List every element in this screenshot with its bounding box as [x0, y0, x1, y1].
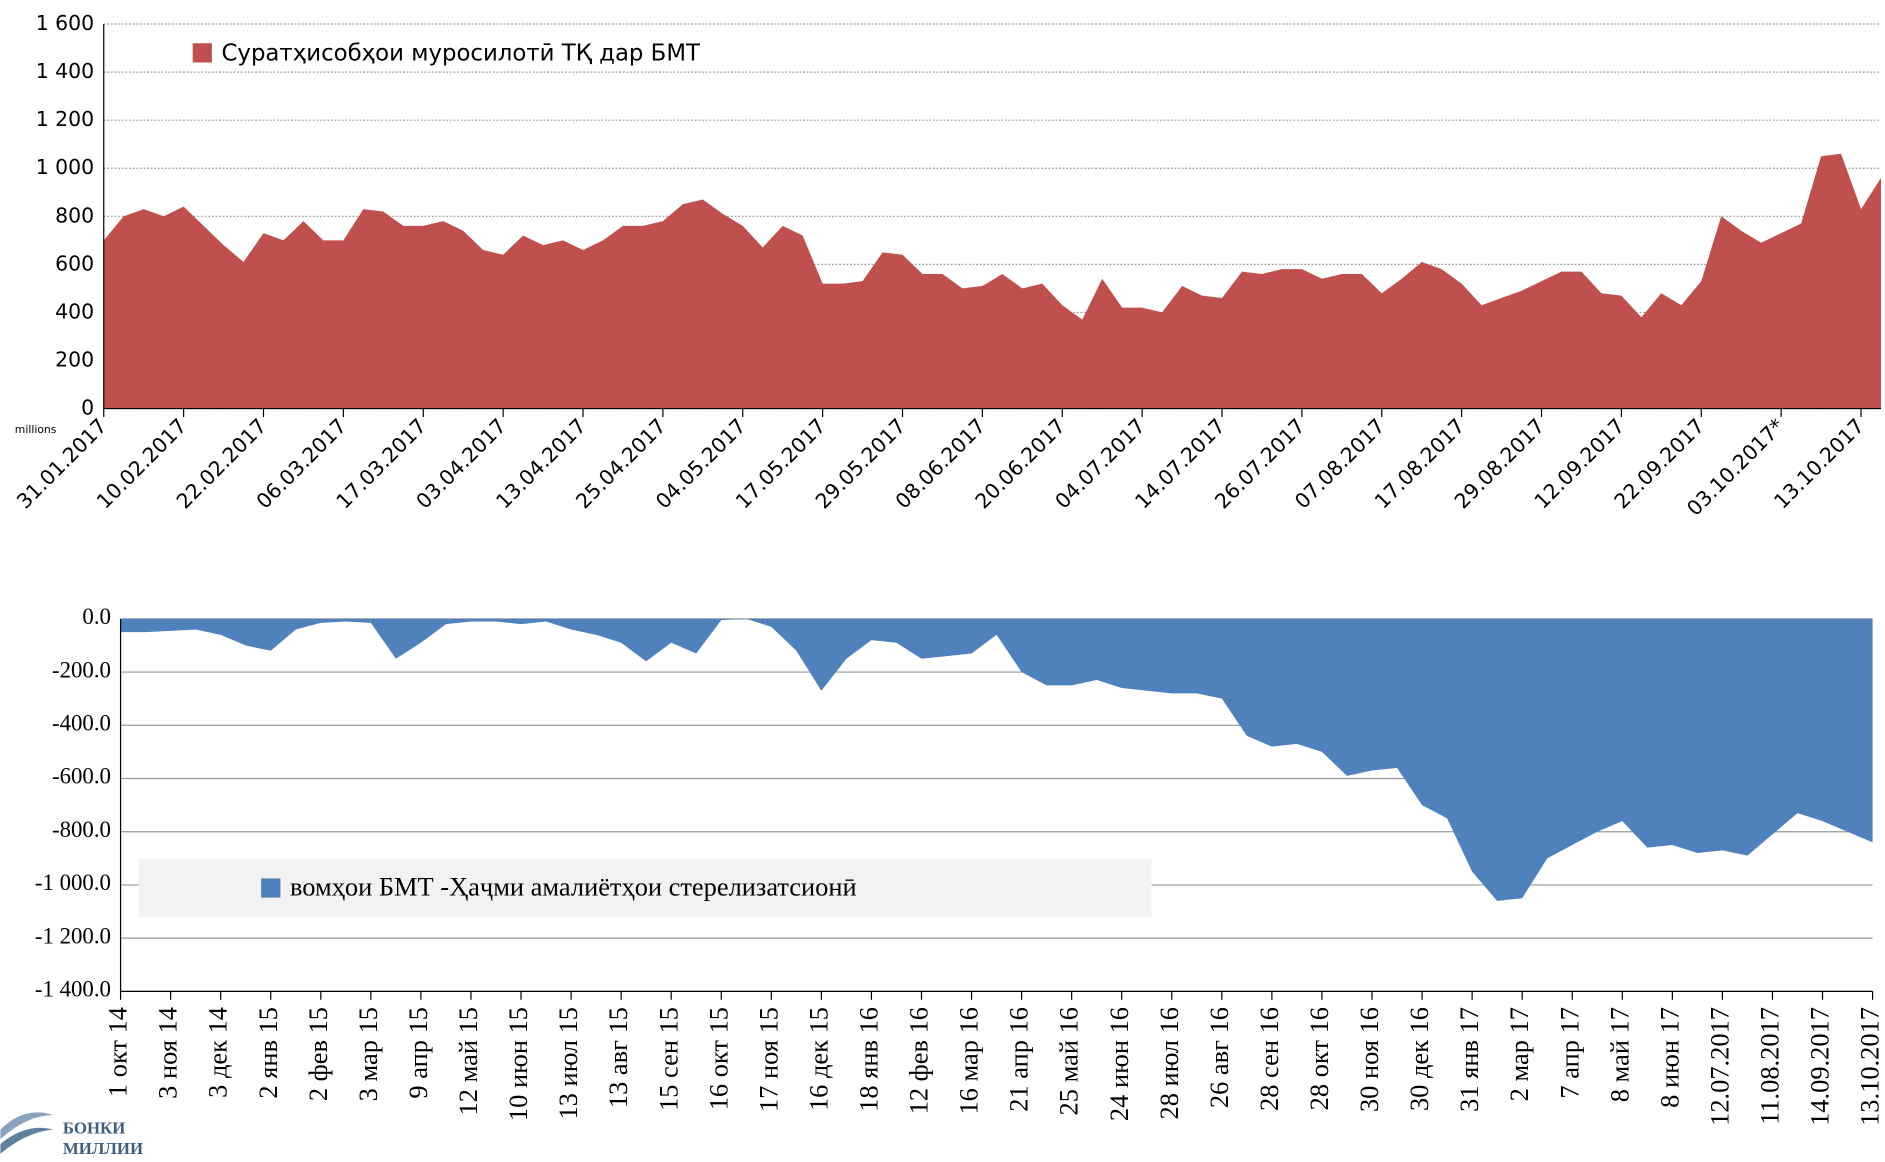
area: [120, 618, 1873, 901]
x-tick-label: 30 дек 16: [1404, 1007, 1434, 1111]
x-tick-label: 14.09.2017: [1805, 1007, 1835, 1126]
y-tick-label: -600.0: [52, 764, 111, 789]
x-tick-label: 24 июн 16: [1104, 1007, 1134, 1121]
y-tick-label: 0.0: [82, 604, 111, 629]
x-tick-label: 30 ноя 16: [1354, 1007, 1384, 1112]
x-tick-label: 13 авг 15: [603, 1007, 633, 1108]
x-tick-label: 21 апр 16: [1004, 1007, 1034, 1112]
y-tick-label: 1 000: [36, 155, 94, 179]
x-tick-label: 3 ноя 14: [153, 1007, 183, 1099]
x-tick-label: 9 апр 15: [403, 1007, 433, 1099]
y-tick-label: 600: [55, 251, 94, 275]
x-tick-label: 26 авг 16: [1204, 1007, 1234, 1108]
y-tick-label: -800.0: [52, 817, 111, 842]
x-tick-label: 2 фев 15: [303, 1007, 333, 1101]
legend-label: Суратҳисобҳои муросилотӣ ТҚ дар БМТ: [222, 41, 702, 67]
logo: БОНКИ МИЛЛИИ: [0, 1112, 143, 1158]
x-tick-label: 7 апр 17: [1554, 1007, 1584, 1099]
x-tick-label: 16 окт 15: [703, 1007, 733, 1110]
y-tick-label: -400.0: [52, 711, 111, 736]
x-tick-label: 15 сен 15: [653, 1007, 683, 1111]
legend-swatch: [192, 43, 212, 63]
x-tick-label: 11.08.2017: [1755, 1007, 1785, 1125]
logo-swoosh: [0, 1127, 54, 1154]
logo-text: БОНКИ: [63, 1118, 125, 1137]
x-tick-label: 12 фев 16: [904, 1007, 934, 1114]
x-tick-label: 28 сен 16: [1254, 1007, 1284, 1111]
x-tick-label: 28 окт 16: [1304, 1007, 1334, 1110]
x-tick-label: 13.10.2017: [1855, 1007, 1885, 1126]
x-tick-label: 12 май 15: [453, 1007, 483, 1115]
x-tick-label: 3 дек 14: [203, 1007, 233, 1098]
logo-swoosh: [0, 1112, 54, 1140]
y-tick-label: -1 200.0: [35, 923, 111, 948]
area: [103, 153, 1881, 409]
y-tick-label: 1 200: [36, 107, 94, 131]
y-tick-label: -200.0: [52, 657, 111, 682]
x-tick-label: 1 окт 14: [103, 1007, 133, 1097]
y-tick-label: 800: [55, 203, 94, 227]
x-tick-label: 17 ноя 15: [753, 1007, 783, 1112]
legend-label: вомҳои БМТ -Ҳаҷми амалиётҳои стерелизатс…: [290, 871, 857, 901]
x-tick-label: 31 янв 17: [1454, 1007, 1484, 1112]
x-tick-label: 2 мар 17: [1504, 1007, 1534, 1101]
x-tick-label: 8 июн 17: [1654, 1007, 1684, 1108]
x-tick-label: 12.07.2017: [1704, 1007, 1734, 1126]
y-tick-label: 400: [55, 299, 94, 323]
x-tick-label: 8 май 17: [1604, 1007, 1634, 1102]
x-tick-label: 25 май 16: [1054, 1007, 1084, 1115]
x-tick-label: 16 мар 16: [954, 1007, 984, 1115]
y-tick-label: 200: [55, 347, 94, 371]
x-tick-label: 10 июн 15: [503, 1007, 533, 1121]
x-tick-label: 16 дек 15: [803, 1007, 833, 1111]
y-tick-label: -1 000.0: [35, 870, 111, 895]
y-tick-label: 0: [81, 396, 94, 420]
x-tick-label: 2 янв 15: [253, 1007, 283, 1099]
y-tick-label: -1 400.0: [35, 977, 111, 1002]
x-tick-label: 18 янв 16: [853, 1007, 883, 1112]
x-tick-label: 13 июл 15: [553, 1007, 583, 1119]
legend-swatch: [261, 878, 281, 898]
x-tick-label: 28 июл 16: [1154, 1007, 1184, 1119]
y-tick-label: 1 400: [36, 59, 94, 83]
legend-box: [138, 859, 1152, 917]
unit-label: millions: [15, 423, 57, 436]
logo-text: МИЛЛИИ: [63, 1139, 143, 1158]
x-tick-label: 3 мар 15: [353, 1007, 383, 1101]
y-tick-label: 1 600: [36, 11, 94, 35]
